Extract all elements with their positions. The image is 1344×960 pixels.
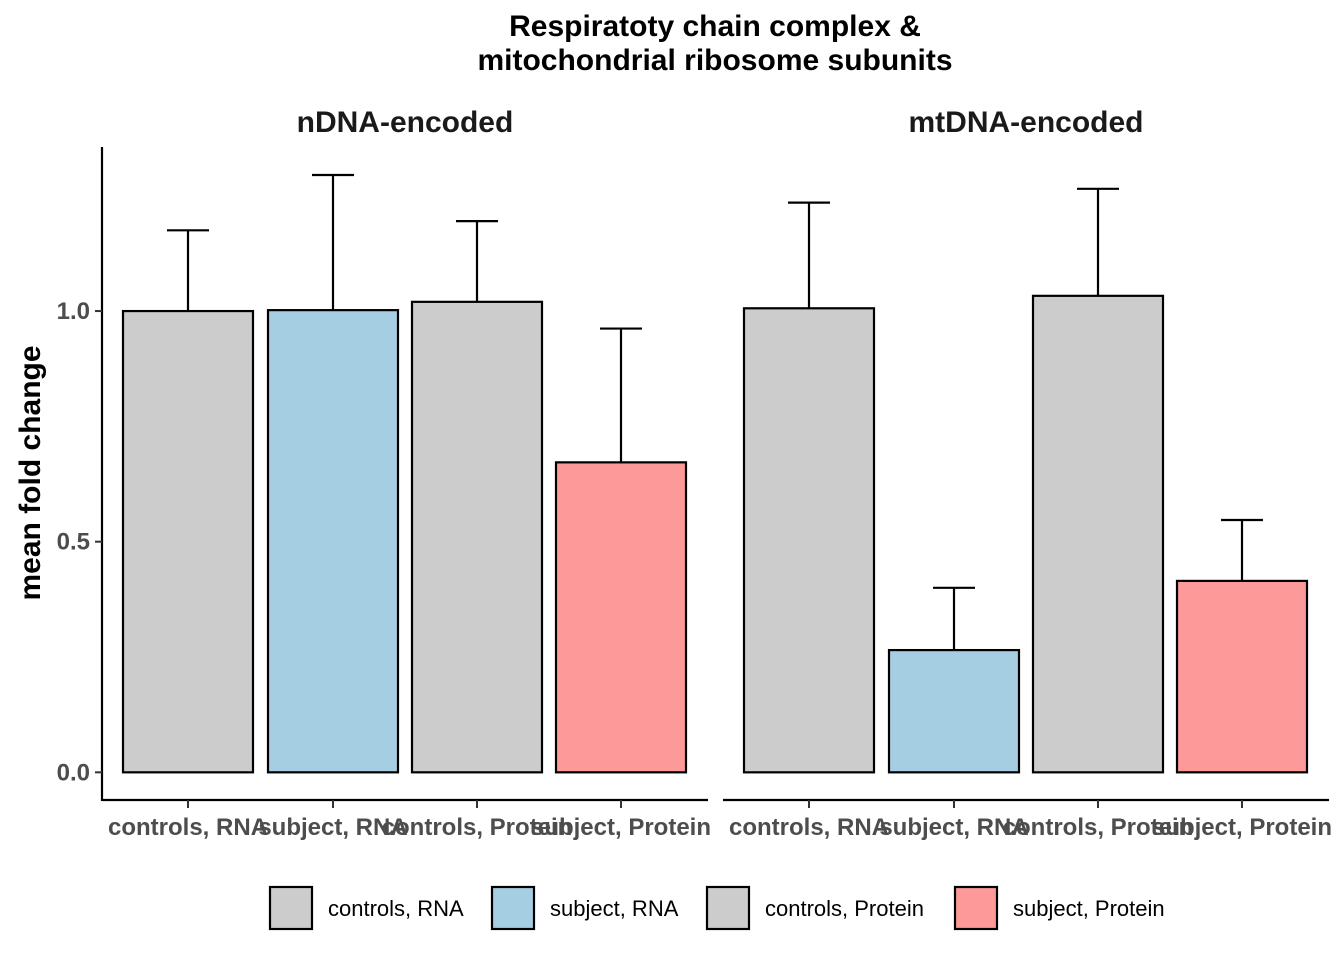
x-tick-label: subject, Protein: [531, 814, 711, 841]
legend-label: subject, RNA: [550, 896, 679, 921]
bar: [266, 309, 400, 774]
chart-title-line: mitochondrial ribosome subunits: [477, 44, 952, 77]
bar: [742, 307, 876, 774]
legend-label: subject, Protein: [1013, 896, 1165, 921]
legend-swatch: [705, 885, 751, 931]
y-axis-title: mean fold change: [14, 345, 47, 600]
legend-label: controls, RNA: [328, 896, 464, 921]
y-axis-title-group: mean fold change: [14, 345, 47, 600]
x-tick-label: subject, RNA: [879, 814, 1028, 841]
bar: [554, 461, 688, 774]
chart-title-line: Respiratoty chain complex &: [509, 10, 921, 43]
bar: [1031, 294, 1165, 774]
x-tick-label: subject, Protein: [1152, 814, 1332, 841]
legend-swatch: [268, 885, 314, 931]
x-tick-label: controls, RNA: [729, 814, 889, 841]
legend: controls, RNA subject, RNA controls, Prote…: [268, 885, 1165, 931]
legend-swatch: [953, 885, 999, 931]
facet-title: mtDNA-encoded: [908, 106, 1143, 139]
y-tick-label: 0.5: [57, 529, 90, 556]
legend-label: controls, Protein: [765, 896, 924, 921]
legend-item: subject, Protein: [953, 885, 1165, 931]
y-tick-label: 1.0: [57, 298, 90, 325]
x-tick-label: controls, Protein: [382, 814, 573, 841]
bar: [121, 309, 255, 774]
facet-title: nDNA-encoded: [297, 106, 514, 139]
legend-item: subject, RNA: [490, 885, 679, 931]
x-tick-label: subject, RNA: [258, 814, 407, 841]
bar: [410, 300, 544, 774]
y-tick-label: 0.0: [57, 759, 90, 786]
legend-item: controls, Protein: [705, 885, 924, 931]
bar: [887, 648, 1021, 774]
legend-item: controls, RNA: [268, 885, 464, 931]
x-tick-label: controls, Protein: [1003, 814, 1194, 841]
bar: [1175, 579, 1309, 774]
chart-title: Respiratoty chain complex &mitochondrial…: [477, 10, 952, 77]
legend-swatch: [490, 885, 536, 931]
x-tick-label: controls, RNA: [108, 814, 268, 841]
